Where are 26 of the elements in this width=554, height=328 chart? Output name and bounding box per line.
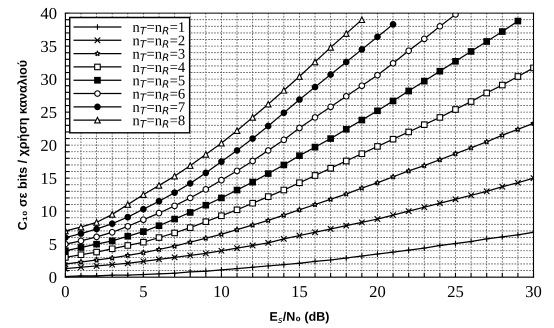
y-tick-label: 35 [41, 40, 56, 52]
legend-label: n$_{T}$=n$_{R}$=7 [132, 102, 185, 114]
legend-label: n$_{T}$=n$_{R}$=3 [132, 48, 185, 61]
x-tick-label: 25 [448, 286, 464, 298]
legend-label: n$_{T}$=n$_{R}$=5 [132, 76, 185, 88]
legend-label: n$_{T}$=n$_{R}$=8 [132, 116, 185, 128]
legend-label: n$_{T}$=n$_{R}$=6 [132, 88, 185, 101]
x-axis-title: E$_{s}$/N₀ (dB) [270, 312, 329, 324]
x-tick-label: 10 [214, 286, 230, 298]
x-tick-label: 15 [292, 286, 308, 298]
y-tick-label: 0 [49, 272, 56, 284]
x-tick-label: 5 [140, 286, 147, 298]
y-tick-label: 40 [40, 8, 56, 20]
y-tick-label: 5 [50, 239, 56, 250]
legend-label: n$_{T}$=n$_{R}$=4 [132, 62, 185, 74]
legend-label: n$_{T}$=n$_{R}$=2 [132, 36, 184, 48]
y-axis-title: C₁₀ σε bits / χρήση καναλιού [17, 60, 30, 230]
x-tick-label: 20 [370, 286, 386, 298]
y-tick-label: 15 [42, 172, 56, 184]
y-tick-label: 20 [41, 140, 56, 152]
y-tick-label: 25 [41, 106, 56, 118]
legend-label: n$_{T}$=n$_{R}$=1 [132, 22, 184, 34]
x-tick-label: 0 [62, 286, 69, 298]
y-tick-label: 10 [42, 206, 56, 218]
x-tick-label: 30 [526, 286, 542, 298]
y-tick-label: 30 [41, 74, 56, 86]
